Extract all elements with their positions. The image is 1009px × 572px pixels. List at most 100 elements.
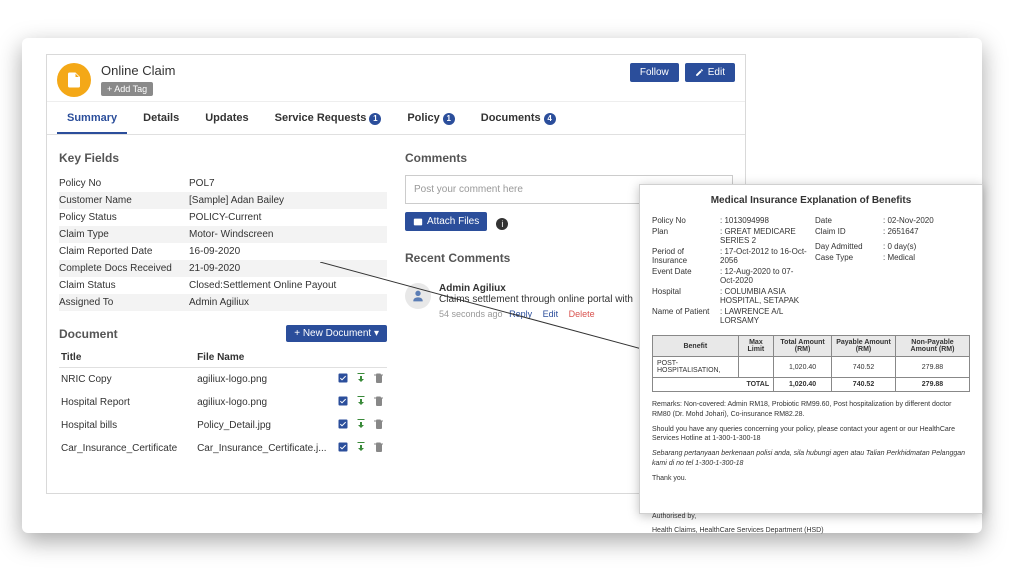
doc-filename: agiliux-logo.png: [195, 391, 329, 414]
key-field-row: Assigned ToAdmin Agiliux: [59, 294, 387, 311]
key-field-row: Complete Docs Received21-09-2020: [59, 260, 387, 277]
eob-field: Hospital: COLUMBIA ASIA HOSPITAL, SETAPA…: [652, 287, 807, 305]
remarks-text: Remarks: Non-covered: Admin RM18, Probio…: [652, 400, 970, 420]
eob-field-label: Name of Patient: [652, 307, 720, 325]
benefit-header: Benefit: [653, 336, 739, 357]
key-field-label: Claim Type: [59, 229, 189, 240]
add-tag-button[interactable]: + Add Tag: [101, 82, 153, 96]
eob-field-label: Event Date: [652, 267, 720, 285]
key-field-row: Policy NoPOL7: [59, 175, 387, 192]
comments-title: Comments: [405, 145, 733, 175]
document-row: Car_Insurance_CertificateCar_Insurance_C…: [59, 437, 387, 460]
tab-service-requests[interactable]: Service Requests1: [265, 102, 392, 134]
key-field-value: 16-09-2020: [189, 246, 387, 257]
benefit-total-row: TOTAL1,020.40740.52279.88: [653, 378, 970, 392]
eob-p2: Sebarang pertanyaan berkenaan polisi and…: [652, 449, 970, 469]
download-icon[interactable]: [355, 418, 367, 433]
benefit-cell: 1,020.40: [774, 357, 832, 378]
tabs: SummaryDetailsUpdatesService Requests1Po…: [47, 102, 745, 135]
info-icon[interactable]: i: [496, 218, 508, 230]
doc-title: Car_Insurance_Certificate: [59, 437, 195, 460]
benefit-total-cell: 740.52: [832, 378, 896, 392]
eob-field-label: Period of Insurance: [652, 247, 720, 265]
eob-field-label: Policy No: [652, 216, 720, 225]
benefit-total-cell: 279.88: [896, 378, 970, 392]
benefit-total-cell: 1,020.40: [774, 378, 832, 392]
delete-icon[interactable]: [373, 395, 385, 410]
eob-field: Date: 02-Nov-2020: [815, 216, 970, 225]
eob-field-value: : 12-Aug-2020 to 07-Oct-2020: [720, 267, 807, 285]
new-document-button[interactable]: + New Document ▾: [286, 325, 387, 342]
eob-field: Name of Patient: LAWRENCE A/L LORSAMY: [652, 307, 807, 325]
download-icon[interactable]: [355, 441, 367, 456]
comment-ago: 54 seconds ago: [439, 309, 503, 319]
view-icon[interactable]: [337, 418, 349, 433]
eob-field-value: : 2651647: [883, 227, 970, 236]
benefit-header: Total Amount (RM): [774, 336, 832, 357]
col-title: Title: [59, 348, 195, 368]
tab-badge: 1: [443, 113, 455, 125]
edit-label: Edit: [708, 67, 725, 78]
eob-field: Event Date: 12-Aug-2020 to 07-Oct-2020: [652, 267, 807, 285]
header: Online Claim + Add Tag Follow Edit: [47, 55, 745, 102]
benefit-header: Payable Amount (RM): [832, 336, 896, 357]
download-icon[interactable]: [355, 372, 367, 387]
benefit-total-cell: TOTAL: [653, 378, 774, 392]
attach-files-button[interactable]: Attach Files: [405, 212, 487, 231]
edit-button[interactable]: Edit: [685, 63, 735, 82]
tab-details[interactable]: Details: [133, 102, 189, 134]
tab-summary[interactable]: Summary: [57, 102, 127, 134]
key-field-label: Policy Status: [59, 212, 189, 223]
key-field-label: Complete Docs Received: [59, 263, 189, 274]
eob-field-value: : GREAT MEDICARE SERIES 2: [720, 227, 807, 245]
tab-policy[interactable]: Policy1: [397, 102, 464, 134]
eob-field-value: : Medical: [883, 253, 970, 262]
eob-field-label: Plan: [652, 227, 720, 245]
delete-icon[interactable]: [373, 441, 385, 456]
eob-field-label: Day Admitted: [815, 242, 883, 251]
tab-updates[interactable]: Updates: [195, 102, 258, 134]
tab-documents[interactable]: Documents4: [471, 102, 566, 134]
edit-comment-link[interactable]: Edit: [543, 309, 559, 319]
documents-title: Document: [59, 327, 286, 341]
eob-field: Plan: GREAT MEDICARE SERIES 2: [652, 227, 807, 245]
page-title: Online Claim: [101, 63, 630, 78]
doc-title: Hospital Report: [59, 391, 195, 414]
eob-field: Period of Insurance: 17-Oct-2012 to 16-O…: [652, 247, 807, 265]
eob-right-fields: Date: 02-Nov-2020Claim ID: 2651647Day Ad…: [815, 216, 970, 327]
key-field-row: Claim StatusClosed:Settlement Online Pay…: [59, 277, 387, 294]
reply-link[interactable]: Reply: [509, 309, 532, 319]
key-fields-title: Key Fields: [59, 145, 387, 175]
benefit-row: POST-HOSPITALISATION,1,020.40740.52279.8…: [653, 357, 970, 378]
left-column: Key Fields Policy NoPOL7Customer Name[Sa…: [59, 145, 387, 460]
follow-button[interactable]: Follow: [630, 63, 679, 82]
delete-icon[interactable]: [373, 372, 385, 387]
key-field-label: Claim Status: [59, 280, 189, 291]
key-field-row: Customer Name[Sample] Adan Bailey: [59, 192, 387, 209]
eob-field-value: : 0 day(s): [883, 242, 970, 251]
view-icon[interactable]: [337, 441, 349, 456]
doc-title: NRIC Copy: [59, 368, 195, 392]
delete-comment-link[interactable]: Delete: [569, 309, 595, 319]
delete-icon[interactable]: [373, 418, 385, 433]
key-field-row: Claim Reported Date16-09-2020: [59, 243, 387, 260]
key-field-value: POLICY-Current: [189, 212, 387, 223]
documents-table: Title File Name NRIC Copyagiliux-logo.pn…: [59, 348, 387, 460]
benefit-header: Max Limit: [738, 336, 773, 357]
key-field-label: Claim Reported Date: [59, 246, 189, 257]
view-icon[interactable]: [337, 372, 349, 387]
eob-field-value: : 17-Oct-2012 to 16-Oct-2056: [720, 247, 807, 265]
view-icon[interactable]: [337, 395, 349, 410]
doc-filename: Car_Insurance_Certificate.j...: [195, 437, 329, 460]
col-filename: File Name: [195, 348, 329, 368]
eob-field-label: Date: [815, 216, 883, 225]
key-field-label: Assigned To: [59, 297, 189, 308]
eob-field-value: : 02-Nov-2020: [883, 216, 970, 225]
eob-field: Case Type: Medical: [815, 253, 970, 262]
benefits-table: BenefitMax LimitTotal Amount (RM)Payable…: [652, 335, 970, 392]
key-field-value: 21-09-2020: [189, 263, 387, 274]
key-field-row: Policy StatusPOLICY-Current: [59, 209, 387, 226]
attach-label: Attach Files: [427, 216, 479, 227]
tab-badge: 1: [369, 113, 381, 125]
download-icon[interactable]: [355, 395, 367, 410]
